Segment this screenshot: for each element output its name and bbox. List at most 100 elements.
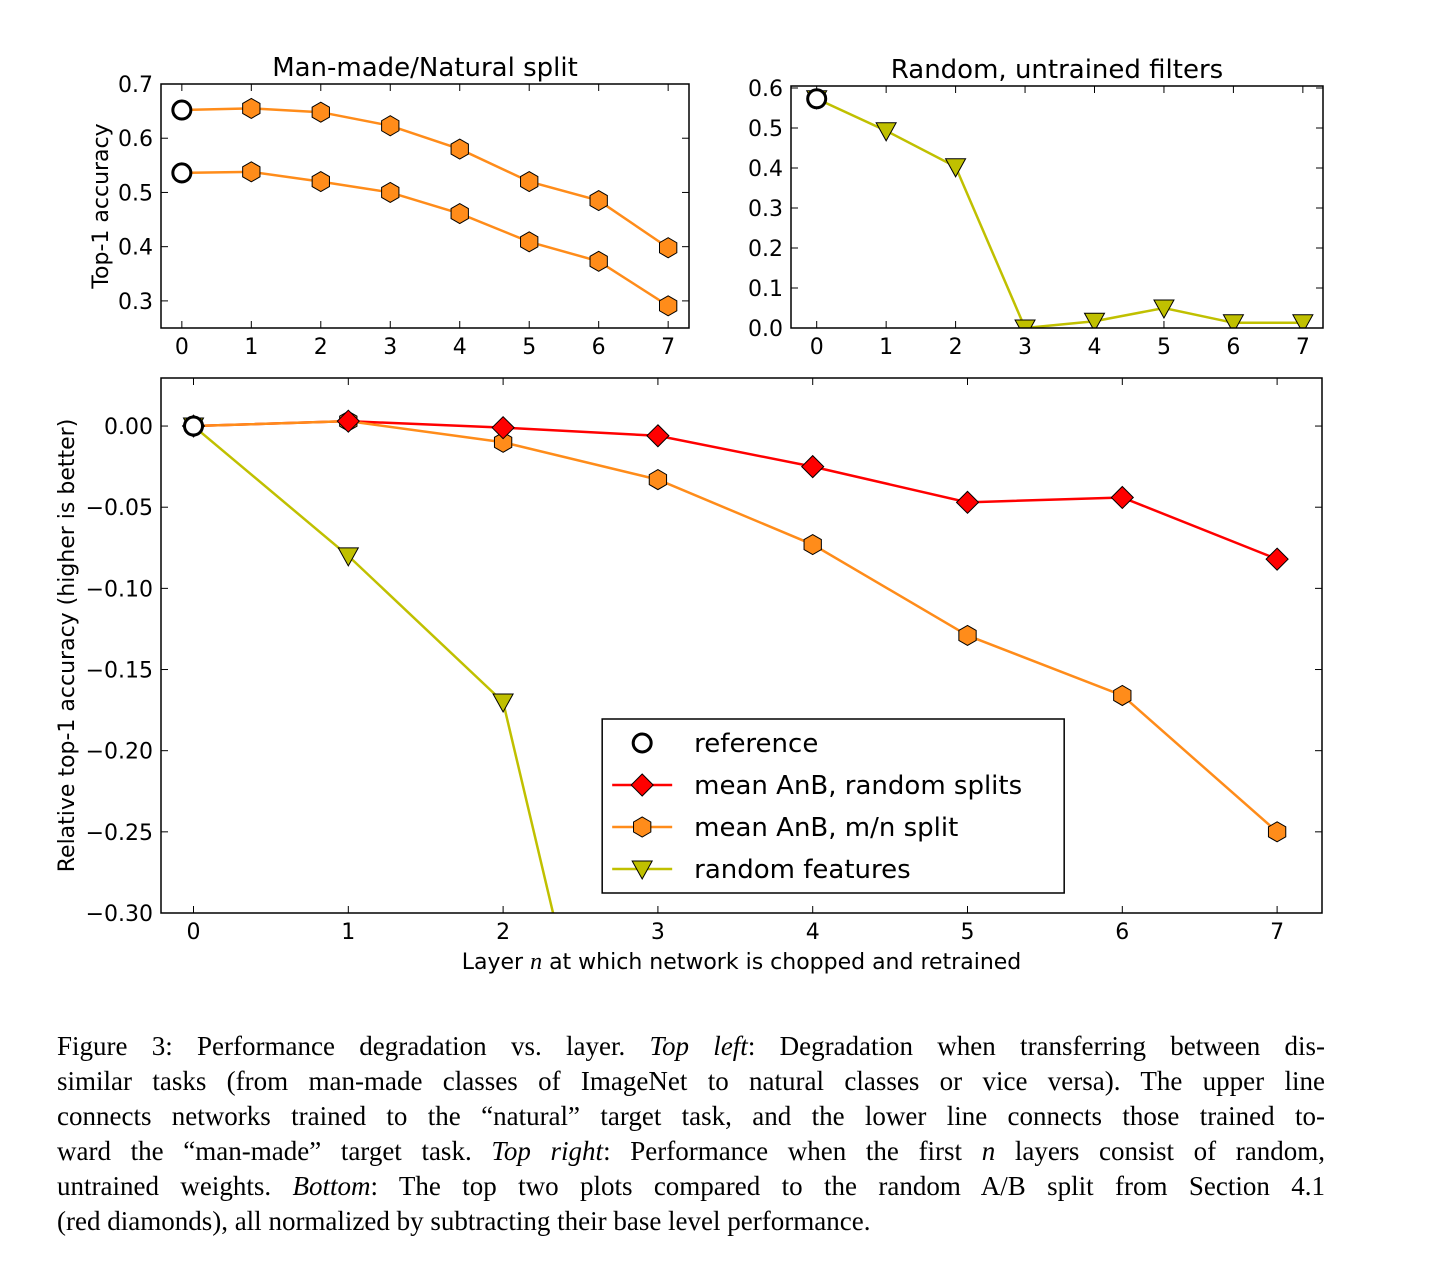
marker <box>337 547 360 567</box>
y-tick-label: −0.25 <box>86 821 153 846</box>
marker <box>493 431 513 453</box>
x-tick-label: 4 <box>453 335 467 360</box>
caption-line: connects networks trained to the “natura… <box>57 1099 1325 1134</box>
marker <box>1292 314 1314 328</box>
legend-label: mean AnB, random splits <box>694 771 1022 801</box>
x-tick-label: 6 <box>1115 920 1129 945</box>
y-tick-label: 0.6 <box>118 127 153 152</box>
y-tick-label: 0.00 <box>104 415 153 440</box>
y-tick-label: 0.6 <box>748 77 783 102</box>
x-tick-label: 2 <box>496 920 510 945</box>
marker <box>589 250 608 272</box>
caption-text: : The top two plots compared to the rand… <box>370 1171 1325 1201</box>
legend-box <box>601 718 1065 894</box>
series-line <box>193 419 1278 561</box>
plot-frame <box>160 377 1323 914</box>
marker <box>1222 314 1245 328</box>
legend-label: mean AnB, m/n split <box>694 813 958 843</box>
marker <box>242 97 261 119</box>
figure: 0.3 0.4 0.5 0.6 0.7 0 1 2 3 4 5 6 7 Man-made/Natural … <box>55 53 1324 975</box>
marker <box>171 162 193 184</box>
x-tick-label: 5 <box>522 335 536 360</box>
marker <box>648 469 668 491</box>
x-tick-label: 7 <box>1270 920 1284 945</box>
marker <box>958 624 977 647</box>
caption-text: Bottom <box>292 1171 371 1201</box>
x-tick-label: 1 <box>879 335 893 360</box>
caption-text: untrained weights. <box>57 1171 293 1201</box>
y-tick-label: −0.15 <box>86 659 153 684</box>
caption-text: connects networks trained to the “natura… <box>57 1101 1325 1131</box>
caption-line: similar tasks (from man-made classes of … <box>57 1064 1325 1099</box>
y-tick-label: −0.10 <box>86 577 153 602</box>
x-tick-label: 3 <box>383 335 397 360</box>
x-tick-label: 2 <box>949 335 963 360</box>
y-tick-label: 0.4 <box>118 236 153 261</box>
series-line <box>816 97 1303 328</box>
x-tick-label: 4 <box>1088 335 1102 360</box>
marker <box>311 171 330 193</box>
legend-label: reference <box>694 729 818 759</box>
y-tick-label: 0.3 <box>118 290 153 315</box>
marker <box>658 295 678 317</box>
chart-title: Man-made/Natural split <box>272 53 578 83</box>
marker <box>1014 319 1036 328</box>
caption-text: ward the “man-made” target task. <box>57 1136 492 1166</box>
y-tick-label: −0.30 <box>86 902 153 927</box>
marker <box>311 101 330 123</box>
caption-text: layers consist of random, <box>995 1136 1326 1166</box>
marker <box>520 171 539 193</box>
marker <box>589 190 608 212</box>
caption-line: Figure 3: Performance degradation vs. la… <box>57 1029 1325 1064</box>
caption-text: similar tasks (from man-made classes of … <box>57 1066 1325 1096</box>
caption-text: Top left <box>649 1031 748 1061</box>
y-axis-label: Top-1 accuracy <box>89 123 114 289</box>
x-axis-label-part: Layer <box>462 950 530 975</box>
caption-text: Figure 3: Performance degradation vs. la… <box>57 1031 650 1061</box>
marker <box>1153 299 1175 320</box>
y-tick-label: 0.7 <box>118 73 153 98</box>
marker <box>242 161 261 183</box>
chart-title: Random, untrained filters <box>891 55 1223 85</box>
caption-line: untrained weights. Bottom: The top two p… <box>57 1169 1325 1204</box>
legend-marker <box>633 816 652 838</box>
marker <box>336 409 361 433</box>
x-tick-label: 0 <box>810 335 824 360</box>
marker <box>646 424 670 448</box>
caption-text: Top right <box>491 1136 604 1166</box>
marker <box>1113 684 1132 707</box>
plot-frame <box>790 85 1324 329</box>
marker <box>955 490 980 515</box>
marker <box>183 415 205 437</box>
x-axis-label: Layer n at which network is chopped and … <box>462 949 1022 975</box>
x-tick-label: 5 <box>961 920 975 945</box>
x-tick-label: 7 <box>1296 335 1310 360</box>
y-tick-label: −0.20 <box>86 740 153 765</box>
x-tick-label: 4 <box>806 920 820 945</box>
marker <box>492 693 514 714</box>
legend-marker <box>630 773 654 797</box>
legend-marker <box>631 732 653 754</box>
x-tick-label: 1 <box>244 335 258 360</box>
caption: Figure 3: Performance degradation vs. la… <box>57 1029 1325 1239</box>
marker <box>381 181 400 204</box>
marker <box>520 231 539 253</box>
marker <box>801 454 825 479</box>
marker <box>450 138 469 160</box>
x-axis-label-part: at which network is chopped and retraine… <box>542 950 1021 975</box>
x-tick-label: 6 <box>592 335 606 360</box>
marker <box>875 122 897 142</box>
y-axis-label: Relative top-1 accuracy (higher is bette… <box>55 419 80 873</box>
y-tick-label: 0.3 <box>748 197 783 222</box>
marker <box>806 88 828 110</box>
marker <box>658 237 678 259</box>
plot-area <box>805 88 1314 328</box>
marker <box>491 415 515 440</box>
y-tick-label: 0.5 <box>118 181 153 206</box>
marker <box>450 203 469 225</box>
x-tick-label: 3 <box>1018 335 1032 360</box>
y-tick-label: 0.1 <box>748 277 783 302</box>
series-line <box>181 170 669 307</box>
x-tick-label: 7 <box>661 335 675 360</box>
